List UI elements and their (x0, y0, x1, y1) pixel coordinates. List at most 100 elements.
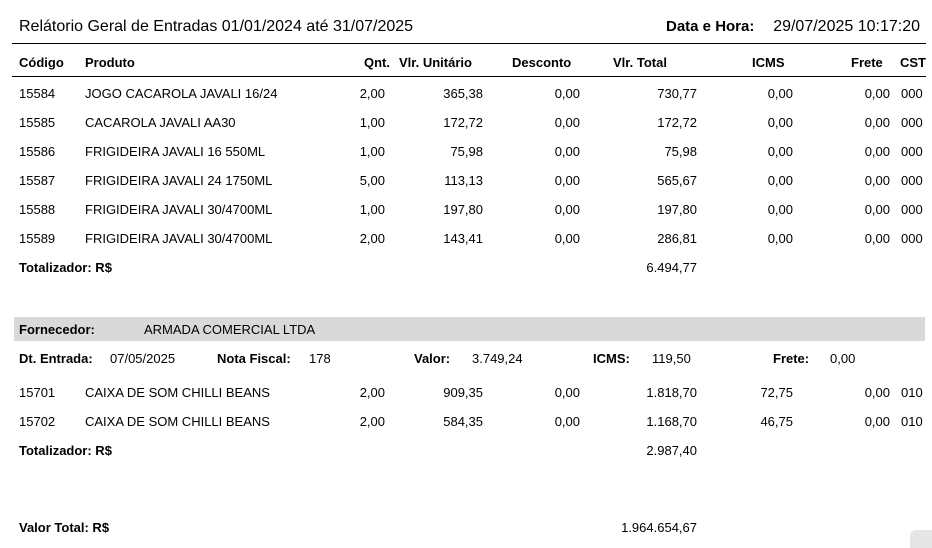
window-corner (910, 530, 932, 548)
row-produto: CACAROLA JAVALI AA30 (85, 115, 236, 130)
row-vlr-total: 197,80 (657, 202, 697, 217)
group1-totalizer-label: Totalizador: R$ (19, 260, 112, 275)
row-codigo: 15702 (19, 414, 56, 429)
row-qnt: 2,00 (359, 86, 385, 101)
row-vlr-total: 1.818,70 (646, 385, 697, 400)
report-title: Relátorio Geral de Entradas 01/01/2024 a… (19, 18, 414, 35)
datetime-label: Data e Hora: (666, 18, 755, 35)
row-codigo: 15585 (19, 115, 56, 130)
row-codigo: 15586 (19, 144, 56, 159)
fornecedor-value: ARMADA COMERCIAL LTDA (144, 322, 316, 337)
valor-label: Valor: (414, 351, 451, 366)
row-desconto: 0,00 (554, 86, 580, 101)
col-vlr-total: Vlr. Total (613, 55, 667, 70)
col-vlr-unitario: Vlr. Unitário (399, 55, 472, 70)
row-vlr-total: 565,67 (657, 173, 697, 188)
row-cst: 000 (901, 173, 923, 188)
nota-fiscal-value: 178 (309, 351, 331, 366)
row-desconto: 0,00 (554, 385, 580, 400)
row-qnt: 2,00 (359, 414, 385, 429)
row-desconto: 0,00 (554, 115, 580, 130)
row-icms: 0,00 (767, 144, 793, 159)
row-cst: 010 (901, 414, 923, 429)
row-cst: 000 (901, 115, 923, 130)
row-vlr-total: 75,98 (664, 144, 697, 159)
row-produto: CAIXA DE SOM CHILLI BEANS (85, 414, 270, 429)
col-produto: Produto (85, 55, 135, 70)
row-vlr-total: 730,77 (657, 86, 697, 101)
row-produto: JOGO CACAROLA JAVALI 16/24 (85, 86, 278, 101)
row-produto: FRIGIDEIRA JAVALI 30/4700ML (85, 231, 273, 246)
columns-divider (12, 76, 926, 77)
datetime-value: 29/07/2025 10:17:20 (773, 18, 920, 35)
row-vlr-unitario: 365,38 (443, 86, 483, 101)
row-codigo: 15701 (19, 385, 56, 400)
col-codigo: Código (19, 55, 64, 70)
row-vlr-total: 1.168,70 (646, 414, 697, 429)
row-vlr-total: 172,72 (657, 115, 697, 130)
grand-total-label: Valor Total: R$ (19, 520, 110, 535)
col-frete: Frete (851, 55, 883, 70)
row-frete: 0,00 (864, 385, 890, 400)
row-frete: 0,00 (864, 144, 890, 159)
nota-fiscal-label: Nota Fiscal: (217, 351, 291, 366)
row-vlr-total: 286,81 (657, 231, 697, 246)
row-vlr-unitario: 584,35 (443, 414, 483, 429)
row-qnt: 1,00 (359, 202, 385, 217)
row-cst: 000 (901, 144, 923, 159)
frete-label: Frete: (773, 351, 810, 366)
group2-totalizer-label: Totalizador: R$ (19, 443, 112, 458)
valor-value: 3.749,24 (472, 351, 523, 366)
row-desconto: 0,00 (554, 202, 580, 217)
row-produto: CAIXA DE SOM CHILLI BEANS (85, 385, 270, 400)
row-icms: 0,00 (767, 173, 793, 188)
row-icms: 46,75 (760, 414, 793, 429)
row-desconto: 0,00 (554, 231, 580, 246)
row-desconto: 0,00 (554, 173, 580, 188)
row-qnt: 5,00 (359, 173, 385, 188)
row-icms: 0,00 (767, 202, 793, 217)
row-vlr-unitario: 113,13 (444, 173, 483, 188)
entrada-label: Dt. Entrada: (19, 351, 93, 366)
row-vlr-unitario: 143,41 (443, 231, 483, 246)
row-frete: 0,00 (864, 414, 890, 429)
row-icms: 72,75 (760, 385, 793, 400)
icms-value: 119,50 (652, 351, 691, 366)
row-icms: 0,00 (767, 115, 793, 130)
row-desconto: 0,00 (554, 144, 580, 159)
row-cst: 010 (901, 385, 923, 400)
row-cst: 000 (901, 86, 923, 101)
fornecedor-label: Fornecedor: (19, 322, 95, 337)
row-vlr-unitario: 172,72 (443, 115, 483, 130)
frete-value: 0,00 (830, 351, 856, 366)
col-cst: CST (900, 55, 926, 70)
row-cst: 000 (901, 231, 923, 246)
row-icms: 0,00 (767, 86, 793, 101)
row-qnt: 2,00 (359, 231, 385, 246)
row-frete: 0,00 (864, 115, 890, 130)
col-icms: ICMS (752, 55, 785, 70)
row-produto: FRIGIDEIRA JAVALI 24 1750ML (85, 173, 273, 188)
row-vlr-unitario: 909,35 (443, 385, 483, 400)
group2-totalizer-value: 2.987,40 (646, 443, 697, 458)
entrada-value: 07/05/2025 (110, 351, 176, 366)
row-produto: FRIGIDEIRA JAVALI 16 550ML (85, 144, 266, 159)
row-qnt: 1,00 (359, 115, 385, 130)
col-desconto: Desconto (512, 55, 572, 70)
row-cst: 000 (901, 202, 923, 217)
row-codigo: 15588 (19, 202, 56, 217)
col-qnt: Qnt. (364, 55, 390, 70)
row-frete: 0,00 (864, 202, 890, 217)
grand-total-value: 1.964.654,67 (621, 520, 697, 535)
row-qnt: 2,00 (359, 385, 385, 400)
row-frete: 0,00 (864, 231, 890, 246)
row-frete: 0,00 (864, 86, 890, 101)
row-desconto: 0,00 (554, 414, 580, 429)
row-frete: 0,00 (864, 173, 890, 188)
supplier-band (14, 317, 925, 341)
row-vlr-unitario: 75,98 (450, 144, 483, 159)
row-qnt: 1,00 (359, 144, 385, 159)
row-codigo: 15584 (19, 86, 56, 101)
group1-totalizer-value: 6.494,77 (646, 260, 697, 275)
row-icms: 0,00 (767, 231, 793, 246)
